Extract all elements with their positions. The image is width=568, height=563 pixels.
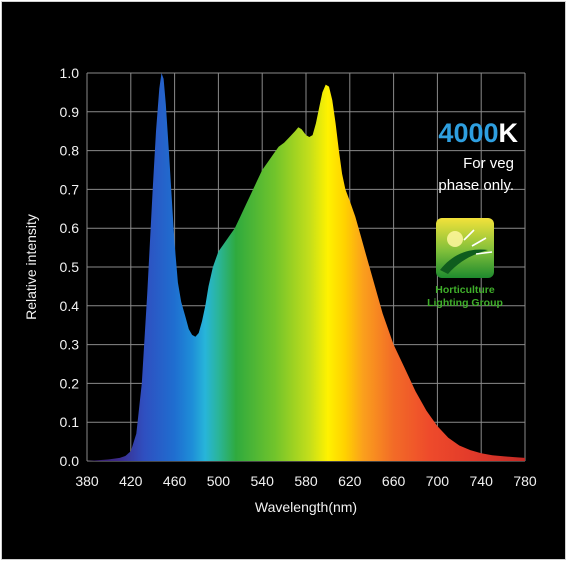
logo-leaf-icon — [440, 249, 488, 274]
y-tick-labels: 0.0 0.1 0.2 0.3 0.4 0.5 0.6 0.7 0.8 0.9 1.0 — [60, 65, 80, 469]
x-tick-label: 540 — [251, 473, 275, 489]
x-tick-label: 380 — [75, 473, 99, 489]
y-tick-label: 0.5 — [60, 259, 80, 275]
y-tick-label: 0.9 — [60, 104, 80, 120]
y-tick-label: 0.7 — [60, 181, 80, 197]
note-line-2: phase only. — [438, 177, 514, 194]
x-tick-label: 620 — [338, 473, 362, 489]
y-tick-label: 0.3 — [60, 337, 80, 353]
y-tick-label: 0.8 — [60, 143, 80, 159]
horticulture-lighting-group-logo: Horticulture Lighting Group — [427, 218, 503, 309]
cct-badge: 4000K — [438, 118, 518, 148]
logo-sun-icon — [447, 231, 463, 247]
y-tick-label: 0.4 — [60, 298, 80, 314]
cct-number: 4000 — [438, 118, 498, 148]
x-tick-label: 460 — [163, 473, 187, 489]
x-axis-title: Wavelength(nm) — [255, 499, 357, 515]
x-tick-label: 700 — [426, 473, 450, 489]
y-tick-label: 0.1 — [60, 414, 80, 430]
x-tick-label: 420 — [119, 473, 143, 489]
y-axis-title: Relative intensity — [23, 214, 39, 320]
x-tick-labels: 380 420 460 500 540 580 620 660 700 740 780 — [75, 473, 537, 489]
logo-text-line-1: Horticulture — [435, 284, 495, 296]
note-line-1: For veg — [463, 155, 514, 172]
y-tick-label: 0.6 — [60, 220, 80, 236]
y-tick-label: 0.0 — [60, 453, 80, 469]
spectrum-area — [87, 73, 525, 461]
x-tick-label: 660 — [382, 473, 406, 489]
x-tick-label: 500 — [207, 473, 231, 489]
x-tick-label: 780 — [513, 473, 537, 489]
y-tick-label: 1.0 — [60, 65, 80, 81]
logo-text-line-2: Lighting Group — [427, 297, 503, 309]
logo-rays-icon — [463, 229, 493, 255]
y-tick-label: 0.2 — [60, 375, 80, 391]
x-tick-label: 580 — [294, 473, 318, 489]
x-tick-label: 740 — [470, 473, 494, 489]
cct-unit: K — [499, 118, 519, 148]
